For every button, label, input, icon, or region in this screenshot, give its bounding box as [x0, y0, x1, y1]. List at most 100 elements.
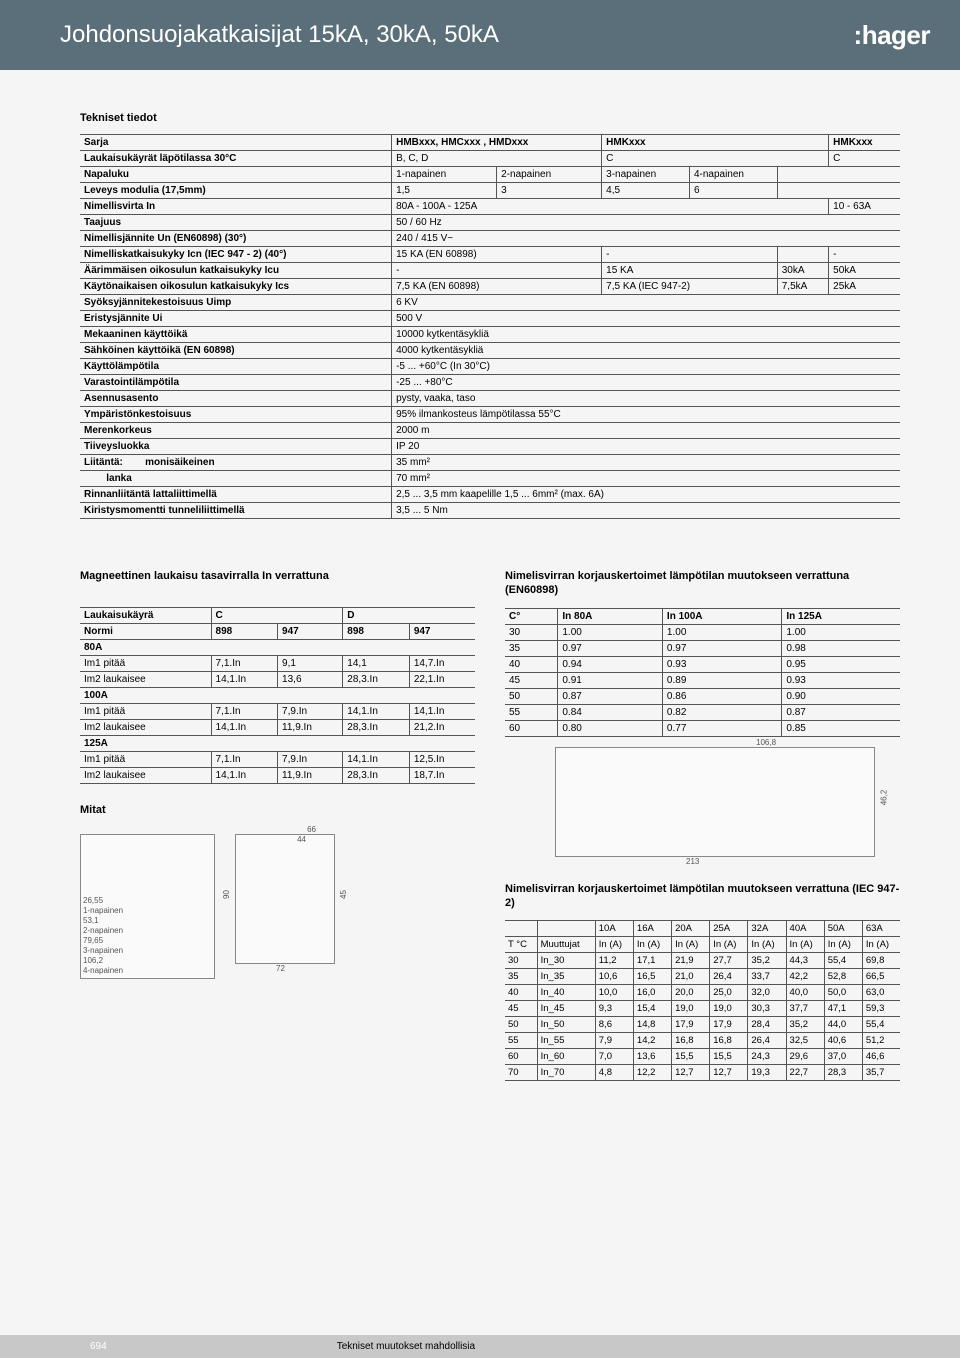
temp-cell: 0.90: [782, 688, 900, 704]
diagram-side: 66 44 90 45 72: [235, 834, 335, 964]
right-table-title: Nimelisvirran korjauskertoimet lämpötila…: [505, 569, 900, 598]
iec-cell: 50A: [824, 921, 862, 937]
spec-cell: 240 / 415 V~: [392, 231, 900, 247]
temp-cell: 0.80: [558, 720, 663, 736]
mag-cell: 22,1.In: [409, 672, 475, 688]
iec-cell: 60: [505, 1049, 537, 1065]
iec-cell: In_35: [537, 969, 595, 985]
mag-section: 100A: [80, 688, 475, 704]
iec-cell: 35,7: [862, 1065, 900, 1081]
dim-text: 2-napainen: [83, 926, 123, 936]
iec-cell: 44,0: [824, 1017, 862, 1033]
spec-cell: 80A - 100A - 125A: [392, 199, 829, 215]
temp-cell: 50: [505, 688, 558, 704]
spec-cell: 3-napainen: [602, 167, 690, 183]
mag-cell: [409, 608, 475, 624]
spec-cell: 10000 kytkentäsykliä: [392, 327, 900, 343]
dim-text: 1-napainen: [83, 906, 123, 916]
mag-cell: 28,3.In: [343, 672, 410, 688]
dim-text: 53,1: [83, 916, 123, 926]
iec-cell: 26,4: [748, 1033, 786, 1049]
spec-cell: 6 KV: [392, 295, 900, 311]
temp-cell: 0.85: [782, 720, 900, 736]
temp-cell: 1.00: [782, 624, 900, 640]
spec-cell: -: [829, 247, 900, 263]
spec-cell: Nimellisjännite Un (EN60898) (30°): [80, 231, 392, 247]
spec-cell: -: [392, 263, 602, 279]
iec-cell: In (A): [672, 937, 710, 953]
spec-cell: Ympäristönkestoisuus: [80, 407, 392, 423]
iec-table-title: Nimelisvirran korjauskertoimet lämpötila…: [505, 882, 900, 911]
iec-cell: 50: [505, 1017, 537, 1033]
diagram-rail: 106,8 213 46,2: [555, 747, 875, 857]
iec-cell: 40,0: [786, 985, 824, 1001]
spec-cell: Napaluku: [80, 167, 392, 183]
mag-cell: 14,1.In: [343, 752, 410, 768]
mag-cell: Im1 pitää: [80, 752, 211, 768]
iec-cell: 47,1: [824, 1001, 862, 1017]
iec-cell: 28,4: [748, 1017, 786, 1033]
iec-cell: In (A): [786, 937, 824, 953]
mag-cell: 13,6: [278, 672, 343, 688]
spec-cell: Leveys modulia (17,5mm): [80, 183, 392, 199]
iec-cell: [505, 921, 537, 937]
spec-cell: 3,5 ... 5 Nm: [392, 503, 900, 519]
iec-table: 10A16A20A25A32A40A50A63AT °CMuuttujatIn …: [505, 920, 900, 1081]
iec-cell: In (A): [862, 937, 900, 953]
iec-cell: 11,2: [595, 953, 633, 969]
iec-cell: 21,0: [672, 969, 710, 985]
spec-cell: Tiiveysluokka: [80, 439, 392, 455]
iec-cell: 42,2: [786, 969, 824, 985]
spec-cell: 15 KA: [602, 263, 778, 279]
iec-cell: 14,2: [633, 1033, 671, 1049]
iec-cell: 17,1: [633, 953, 671, 969]
temp-cell: 0.95: [782, 656, 900, 672]
spec-cell: 7,5 KA (IEC 947-2): [602, 279, 778, 295]
spec-cell: Merenkorkeus: [80, 423, 392, 439]
iec-cell: 10,0: [595, 985, 633, 1001]
spec-cell: 4000 kytkentäsykliä: [392, 343, 900, 359]
spec-cell: 1,5: [392, 183, 497, 199]
iec-cell: 24,3: [748, 1049, 786, 1065]
iec-cell: In_50: [537, 1017, 595, 1033]
temp-cell: 0.98: [782, 640, 900, 656]
temp-cell: 0.86: [662, 688, 781, 704]
temp-cell: 60: [505, 720, 558, 736]
iec-cell: 12,7: [672, 1065, 710, 1081]
spec-cell: Sarja: [80, 135, 392, 151]
mag-cell: 947: [278, 624, 343, 640]
iec-cell: 40A: [786, 921, 824, 937]
iec-cell: In_40: [537, 985, 595, 1001]
spec-cell: 2,5 ... 3,5 mm kaapelille 1,5 ... 6mm² (…: [392, 487, 900, 503]
spec-cell: Sähköinen käyttöikä (EN 60898): [80, 343, 392, 359]
mag-cell: 14,1.In: [211, 720, 278, 736]
spec-cell: Rinnanliitäntä lattaliittimellä: [80, 487, 392, 503]
iec-cell: 35: [505, 969, 537, 985]
spec-cell: -5 ... +60°C (In 30°C): [392, 359, 900, 375]
iec-cell: 25,0: [710, 985, 748, 1001]
spec-cell: -: [602, 247, 778, 263]
spec-cell: Varastointilämpötila: [80, 375, 392, 391]
temp-cell: 0.93: [662, 656, 781, 672]
spec-cell: 15 KA (EN 60898): [392, 247, 602, 263]
mag-cell: 7,1.In: [211, 752, 278, 768]
temp-cell: 0.93: [782, 672, 900, 688]
mag-cell: 28,3.In: [343, 720, 410, 736]
iec-cell: 70: [505, 1065, 537, 1081]
spec-cell: lanka: [80, 471, 392, 487]
temp-cell: 0.87: [558, 688, 663, 704]
iec-cell: 19,0: [672, 1001, 710, 1017]
temp-cell: 0.97: [558, 640, 663, 656]
temp-cell: In 125A: [782, 608, 900, 624]
iec-cell: 7,9: [595, 1033, 633, 1049]
spec-cell: Mekaaninen käyttöikä: [80, 327, 392, 343]
iec-cell: 17,9: [672, 1017, 710, 1033]
iec-cell: 17,9: [710, 1017, 748, 1033]
temp-cell: 35: [505, 640, 558, 656]
spec-cell: 35 mm²: [392, 455, 900, 471]
spec-cell: 30kA: [777, 263, 828, 279]
mag-cell: Im2 laukaisee: [80, 768, 211, 784]
spec-cell: [777, 167, 900, 183]
dim-text: 26,55: [83, 896, 123, 906]
iec-cell: In (A): [710, 937, 748, 953]
